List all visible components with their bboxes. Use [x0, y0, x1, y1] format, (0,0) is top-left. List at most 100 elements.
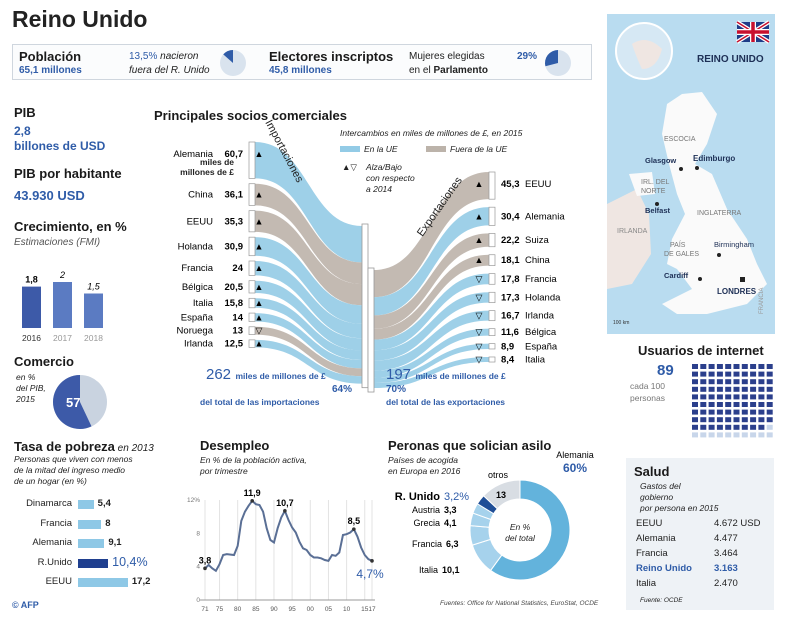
map-label-belfast: Belfast — [645, 206, 671, 215]
map-label-edimburgo: Edimburgo — [693, 154, 736, 163]
import-country: España — [181, 312, 214, 323]
internet-dot — [758, 394, 765, 400]
uk-flag-icon — [735, 20, 771, 44]
export-value: 17,8 — [501, 274, 520, 285]
export-value: 8,9 — [501, 341, 514, 352]
trend-up-icon: ▲ — [475, 179, 484, 189]
asylum-label: otros — [488, 470, 509, 480]
internet-dot — [750, 417, 757, 423]
trade-flow-Holanda — [374, 292, 489, 361]
internet-dot — [758, 417, 765, 423]
internet-dot — [766, 424, 773, 430]
map-label-gales: DE GALES — [664, 251, 700, 258]
poverty-country: EEUU — [45, 576, 72, 587]
import-country: Francia — [181, 263, 213, 274]
internet-dot — [708, 417, 715, 423]
health-value: 3.464 — [714, 548, 738, 559]
internet-title: Usuarios de internet — [638, 343, 764, 358]
internet-dot — [758, 371, 765, 377]
trade-gdp-sub: en % — [16, 372, 36, 382]
import-value: 24 — [232, 263, 243, 274]
unemployment-annotation: 3,8 — [199, 555, 212, 565]
trade-flow-China — [255, 183, 362, 285]
poverty-country: Alemania — [32, 537, 72, 548]
women-text: Mujeres elegidas — [409, 51, 485, 62]
internet-dot — [716, 424, 723, 430]
trade-bar — [248, 260, 256, 276]
trade-bar — [248, 326, 256, 335]
northern-ireland-land — [629, 172, 655, 196]
export-country: Irlanda — [525, 311, 555, 322]
asylum-sub-2: en Europa en 2016 — [388, 466, 461, 476]
internet-dot — [700, 379, 707, 385]
map-label-pais: PAÍS — [670, 242, 686, 249]
poverty-country: R.Unido — [37, 556, 72, 568]
trend-up-icon: ▲ — [475, 255, 484, 265]
gdp-label: PIB — [14, 105, 36, 120]
trade-bar — [248, 312, 256, 322]
internet-dot — [741, 386, 748, 392]
uk-map[interactable]: REINO UNIDO ESCOCIA Glasgow Edimburgo IR… — [607, 14, 775, 334]
internet-dot — [733, 386, 740, 392]
internet-dot — [692, 417, 698, 423]
internet-dot — [708, 432, 715, 438]
internet-dot — [700, 424, 707, 430]
internet-dot — [758, 424, 765, 430]
trade-bar — [248, 141, 256, 179]
import-value: 14 — [232, 312, 243, 323]
foreign-born-text-2: fuera del R. Unido — [129, 65, 210, 76]
internet-dot — [716, 432, 723, 438]
asylum-label: R. Unido — [395, 491, 440, 503]
internet-dot — [766, 394, 773, 400]
internet-dot — [733, 417, 740, 423]
growth-year-label: 2016 — [22, 333, 41, 343]
internet-dot — [716, 364, 723, 369]
exports-total-unit: miles de millones de £ — [415, 371, 506, 381]
internet-dot — [700, 364, 707, 369]
trade-bar — [488, 310, 496, 322]
internet-dot — [708, 409, 715, 415]
asylum-value: 60% — [563, 461, 587, 475]
asylum-title: Peronas que solician asilo — [388, 438, 552, 453]
trade-bar — [248, 297, 256, 309]
trade-flow-Bélgica — [255, 280, 362, 351]
trade-flow-Italia — [255, 298, 362, 360]
x-tick-label: 05 — [325, 606, 333, 613]
asylum-center: En % — [509, 522, 531, 532]
internet-dot — [725, 402, 732, 407]
population-value: 65,1 millones — [19, 65, 82, 76]
internet-dot — [725, 394, 732, 400]
import-value: 35,3 — [225, 216, 244, 227]
trade-flow-Irlanda — [374, 310, 489, 371]
internet-dot — [733, 364, 740, 369]
internet-dot — [750, 386, 757, 392]
x-tick-label: 85 — [252, 606, 260, 613]
page-title: Reino Unido — [12, 6, 148, 32]
internet-dot — [692, 402, 698, 407]
poverty-value: 5,4 — [97, 498, 111, 509]
asylum-slice-Alemania — [489, 479, 571, 581]
internet-dot — [758, 379, 765, 385]
trend-down-icon: ▽ — [476, 274, 483, 284]
trade-bar — [488, 273, 496, 285]
growth-bar-label: 1,8 — [25, 275, 38, 285]
poverty-title: Tasa de pobreza — [14, 439, 115, 454]
women-pct: 29% — [517, 51, 538, 62]
trade-gdp-value: 57 — [66, 395, 80, 410]
export-country: Bélgica — [525, 327, 557, 338]
health-country: Francia — [636, 548, 668, 559]
map-country-label: REINO UNIDO — [697, 54, 764, 65]
import-value: 60,7 — [225, 149, 244, 160]
health-country: EEUU — [636, 518, 663, 529]
legend-trend: Alza/Bajo — [366, 162, 402, 172]
import-country: Alemania — [173, 149, 213, 160]
trend-up-icon: ▲ — [475, 211, 484, 221]
internet-dot — [716, 386, 723, 392]
health-sub: Gastos del — [640, 481, 681, 491]
import-country: EEUU — [187, 216, 214, 227]
trade-bar — [488, 254, 496, 266]
exports-total-bar — [367, 267, 375, 393]
internet-dot — [741, 417, 748, 423]
growth-bar — [53, 282, 72, 328]
